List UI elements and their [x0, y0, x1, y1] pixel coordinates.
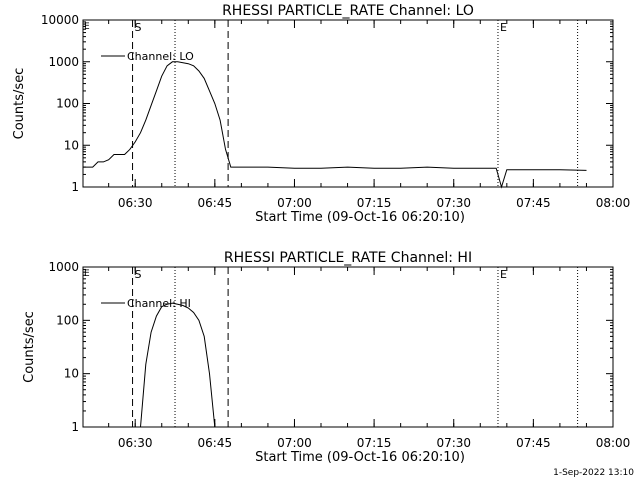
corner-mark: E: [84, 22, 90, 32]
series-line: [83, 61, 587, 189]
footer-timestamp: 1-Sep-2022 13:10: [553, 468, 634, 478]
y-tick-label: 10000: [41, 13, 79, 27]
x-tick-label: 06:45: [198, 436, 233, 450]
x-tick-label: 07:00: [277, 436, 312, 450]
marker-label: S: [135, 21, 142, 34]
x-tick-label: 08:00: [596, 196, 631, 210]
y-tick-label: 100: [56, 97, 79, 111]
y-tick-label: 1: [71, 180, 79, 194]
y-tick-label: 100: [56, 313, 79, 327]
x-tick-label: 07:45: [516, 436, 551, 450]
marker-label: E: [500, 268, 507, 281]
y-axis-label: Counts/sec: [22, 311, 37, 383]
y-tick-label: 1000: [48, 260, 79, 274]
x-tick-label: 07:15: [357, 196, 392, 210]
x-tick-label: 07:30: [436, 196, 471, 210]
x-tick-label: 07:30: [436, 436, 471, 450]
series-line: [140, 302, 216, 428]
corner-mark: E: [84, 269, 90, 279]
chart-panel-2: RHESSI PARTICLE_RATE Channel: HI 1 10 100 10…: [22, 250, 630, 465]
x-tick-label: 07:45: [516, 196, 551, 210]
chart-panel-1: RHESSI PARTICLE_RATE Channel: LO 1 10 100 10…: [12, 3, 630, 225]
x-tick-label: 06:30: [118, 196, 153, 210]
legend-label: Channel: LO: [127, 50, 194, 63]
chart-title: RHESSI PARTICLE_RATE Channel: LO: [222, 3, 474, 19]
marker-label: E: [500, 21, 507, 34]
y-axis-label: Counts/sec: [12, 68, 27, 140]
x-tick-label: 08:00: [596, 436, 631, 450]
y-tick-label: 1: [71, 420, 79, 434]
y-tick-label: 10: [64, 138, 79, 152]
x-tick-label: 07:00: [277, 196, 312, 210]
x-tick-label: 06:45: [198, 196, 233, 210]
y-tick-label: 10: [64, 367, 79, 381]
x-axis-label: Start Time (09-Oct-16 06:20:10): [255, 450, 465, 465]
chart-title: RHESSI PARTICLE_RATE Channel: HI: [224, 250, 472, 266]
legend-label: Channel: HI: [127, 297, 191, 310]
marker-label: S: [135, 268, 142, 281]
x-tick-label: 06:30: [118, 436, 153, 450]
y-tick-label: 1000: [48, 55, 79, 69]
x-axis-label: Start Time (09-Oct-16 06:20:10): [255, 210, 465, 225]
x-tick-label: 07:15: [357, 436, 392, 450]
